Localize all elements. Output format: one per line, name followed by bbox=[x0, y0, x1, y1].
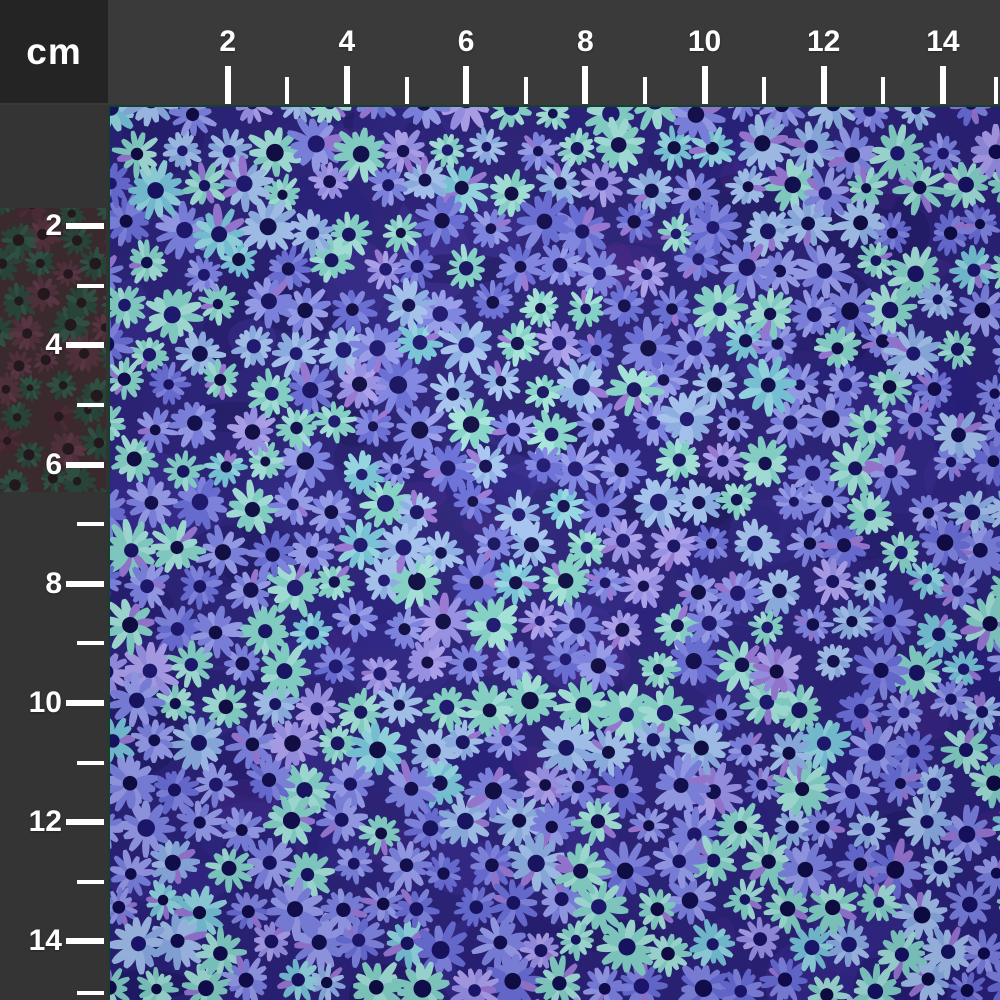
left-ruler-minor-tick-13cm bbox=[77, 879, 104, 884]
top-ruler-label-8cm: 8 bbox=[576, 25, 594, 58]
top-ruler-major-tick-6cm bbox=[463, 66, 470, 104]
top-ruler-major-tick-2cm bbox=[224, 66, 231, 104]
top-ruler-label-6cm: 6 bbox=[457, 25, 475, 58]
left-ruler-label-12cm: 12 bbox=[28, 805, 62, 839]
top-ruler-label-14cm: 14 bbox=[926, 25, 960, 58]
top-ruler-major-tick-10cm bbox=[701, 66, 708, 104]
top-ruler-label-4cm: 4 bbox=[338, 25, 356, 58]
left-ruler-minor-tick-9cm bbox=[77, 641, 104, 646]
top-ruler-minor-tick-7cm bbox=[523, 77, 528, 104]
top-ruler-label-10cm: 10 bbox=[687, 25, 722, 58]
left-ruler-major-tick-4cm bbox=[66, 342, 104, 349]
top-ruler-minor-tick-15cm bbox=[994, 77, 998, 104]
left-ruler-label-14cm: 14 bbox=[28, 924, 62, 958]
top-ruler-minor-tick-5cm bbox=[404, 77, 409, 104]
ruler-unit-label: cm bbox=[26, 30, 82, 72]
top-ruler-label-2cm: 2 bbox=[219, 25, 237, 58]
left-ruler-label-4cm: 4 bbox=[45, 328, 62, 362]
top-ruler-major-tick-4cm bbox=[343, 66, 350, 104]
top-ruler-major-tick-8cm bbox=[582, 66, 589, 104]
left-ruler-minor-tick-3cm bbox=[77, 283, 104, 288]
top-ruler-major-tick-12cm bbox=[820, 66, 827, 104]
top-ruler-minor-tick-11cm bbox=[762, 77, 767, 104]
left-ruler-label-2cm: 2 bbox=[45, 209, 62, 243]
left-ruler-major-tick-12cm bbox=[66, 819, 104, 826]
left-ruler-minor-tick-11cm bbox=[77, 760, 104, 765]
left-ruler-minor-tick-15cm bbox=[77, 991, 104, 995]
top-ruler: 2 4 6 8 10 12 14 bbox=[0, 0, 1000, 105]
top-ruler-minor-tick-3cm bbox=[285, 77, 290, 104]
fabric-image bbox=[108, 105, 1000, 1000]
left-ruler-major-tick-14cm bbox=[66, 938, 104, 945]
left-ruler-major-tick-6cm bbox=[66, 461, 104, 468]
ruler-ghost-reflection bbox=[0, 208, 106, 492]
left-ruler-major-tick-10cm bbox=[66, 700, 104, 706]
left-ruler-label-8cm: 8 bbox=[45, 566, 62, 600]
top-ruler-major-tick-14cm bbox=[939, 66, 946, 104]
left-ruler-minor-tick-7cm bbox=[77, 522, 104, 527]
left-ruler: 2 4 6 8 10 12 14 bbox=[0, 105, 108, 1000]
left-ruler-major-tick-8cm bbox=[66, 580, 104, 587]
ruler-unit-box: cm bbox=[0, 0, 108, 103]
left-ruler-label-6cm: 6 bbox=[45, 447, 62, 481]
top-ruler-label-12cm: 12 bbox=[807, 25, 841, 58]
top-ruler-minor-tick-9cm bbox=[642, 77, 647, 104]
top-ruler-minor-tick-13cm bbox=[881, 77, 886, 104]
left-ruler-label-10cm: 10 bbox=[28, 686, 62, 719]
left-ruler-major-tick-2cm bbox=[66, 223, 104, 230]
left-ruler-minor-tick-5cm bbox=[77, 403, 104, 407]
